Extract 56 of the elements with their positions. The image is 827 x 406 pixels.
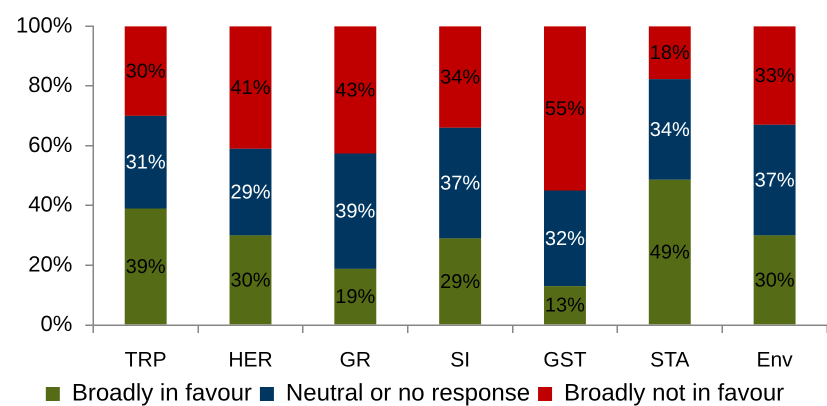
- bar: [648, 79, 691, 180]
- data-label: 30%: [230, 269, 271, 292]
- data-label: 30%: [126, 60, 166, 83]
- y-tick-label: 0%: [40, 311, 72, 336]
- data-label: 37%: [440, 172, 480, 195]
- data-label: 34%: [650, 118, 690, 141]
- bar: [648, 180, 691, 324]
- data-label: 30%: [754, 269, 795, 292]
- data-label: 31%: [126, 152, 166, 174]
- x-tick-label: SI: [450, 348, 470, 372]
- data-label: 18%: [650, 42, 690, 64]
- bar: [544, 190, 586, 286]
- y-tick-label: 60%: [28, 132, 72, 157]
- bar: [754, 26, 796, 125]
- data-label: 41%: [230, 76, 271, 99]
- data-label: 19%: [335, 286, 376, 308]
- bar: [334, 268, 376, 324]
- x-tick-label: TRP: [124, 348, 167, 372]
- data-label: 34%: [440, 66, 480, 89]
- bar: [754, 235, 796, 324]
- data-label: 29%: [440, 270, 480, 293]
- bar: [230, 148, 272, 236]
- data-label: 33%: [754, 65, 795, 88]
- bar: [230, 235, 272, 324]
- y-tick-label: 80%: [28, 72, 72, 98]
- x-tick-label: GST: [543, 348, 587, 372]
- bar: [544, 26, 586, 191]
- bar: [754, 124, 796, 236]
- legend-label: Broadly in favour: [72, 380, 252, 406]
- x-tick-label: GR: [340, 348, 372, 372]
- y-tick-label: 20%: [28, 251, 72, 276]
- data-label: 55%: [544, 98, 586, 120]
- bar: [230, 26, 272, 149]
- data-label: 49%: [650, 242, 690, 264]
- bar: [124, 26, 167, 116]
- bar: [334, 153, 376, 269]
- bar: [124, 208, 167, 324]
- data-label: 29%: [230, 182, 271, 204]
- data-label: 32%: [544, 228, 586, 250]
- bar: [439, 238, 482, 324]
- legend-label: Broadly not in favour: [564, 380, 784, 406]
- x-tick-label: Env: [756, 348, 794, 372]
- bar: [124, 116, 167, 208]
- bar: [334, 26, 376, 154]
- legend-label: Neutral or no response: [286, 380, 530, 406]
- x-tick-label: HER: [228, 348, 273, 372]
- data-label: 39%: [335, 200, 376, 223]
- y-tick-label: 100%: [16, 12, 72, 38]
- y-tick-label: 40%: [28, 192, 72, 217]
- data-label: 43%: [335, 79, 376, 102]
- bar: [439, 128, 482, 238]
- data-label: 39%: [126, 256, 166, 278]
- data-label: 13%: [544, 294, 586, 317]
- bar: [439, 26, 482, 128]
- x-tick-label: STA: [650, 348, 690, 372]
- data-label: 37%: [754, 170, 795, 192]
